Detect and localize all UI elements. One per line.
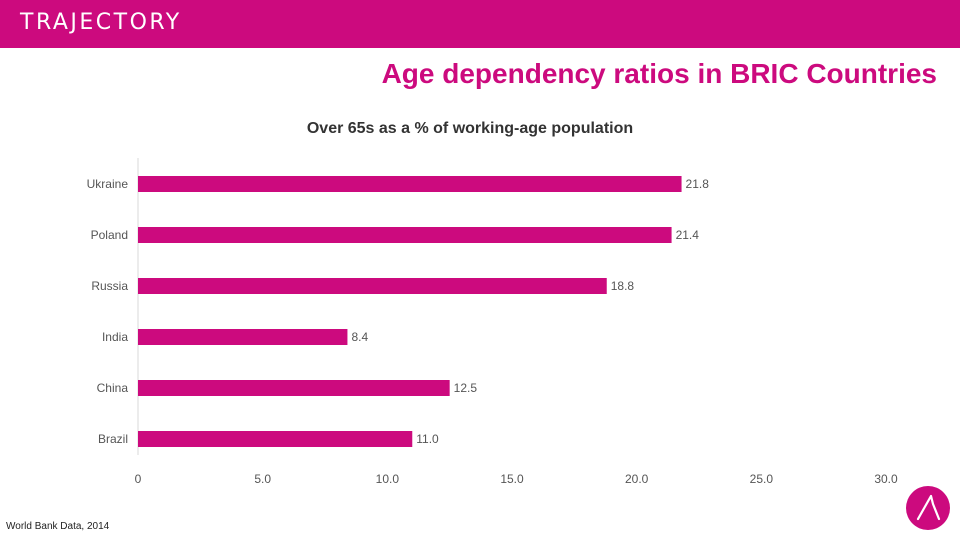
- x-tick-label: 15.0: [500, 472, 524, 486]
- brand-logo: TRAJECTORY: [20, 10, 182, 35]
- chart-title: Over 65s as a % of working-age populatio…: [306, 120, 634, 137]
- category-label: Poland: [91, 228, 128, 242]
- category-label: India: [102, 330, 128, 344]
- x-tick-label: 30.0: [874, 472, 898, 486]
- trajectory-mark-icon: [916, 494, 941, 521]
- x-tick-label: 0: [135, 472, 142, 486]
- category-label: Russia: [91, 279, 128, 293]
- brand-badge[interactable]: [906, 486, 950, 530]
- data-label: 21.8: [686, 177, 710, 191]
- data-label: 12.5: [454, 381, 478, 395]
- x-tick-label: 5.0: [254, 472, 271, 486]
- category-label: Brazil: [98, 432, 128, 446]
- bar-china: [138, 380, 450, 396]
- page-title: Age dependency ratios in BRIC Countries: [381, 58, 937, 89]
- source-note: World Bank Data, 2014: [6, 521, 110, 532]
- data-label: 18.8: [611, 279, 635, 293]
- x-tick-label: 25.0: [750, 472, 774, 486]
- bar-russia: [138, 278, 607, 294]
- data-label: 11.0: [416, 432, 439, 446]
- bar-india: [138, 329, 348, 345]
- header-bar: TRAJECTORY: [0, 0, 960, 48]
- data-label: 21.4: [676, 228, 700, 242]
- x-tick-label: 20.0: [625, 472, 649, 486]
- bar-poland: [138, 227, 672, 243]
- data-label: 8.4: [351, 330, 368, 344]
- category-label: China: [97, 381, 129, 395]
- x-tick-label: 10.0: [376, 472, 400, 486]
- bar-ukraine: [138, 176, 682, 192]
- bar-brazil: [138, 431, 413, 447]
- category-label: Ukraine: [87, 177, 129, 191]
